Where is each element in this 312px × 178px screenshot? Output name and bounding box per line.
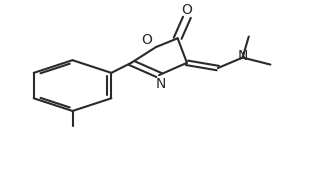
Text: O: O bbox=[182, 3, 193, 17]
Text: N: N bbox=[238, 49, 248, 63]
Text: N: N bbox=[155, 77, 166, 91]
Text: O: O bbox=[141, 33, 152, 47]
